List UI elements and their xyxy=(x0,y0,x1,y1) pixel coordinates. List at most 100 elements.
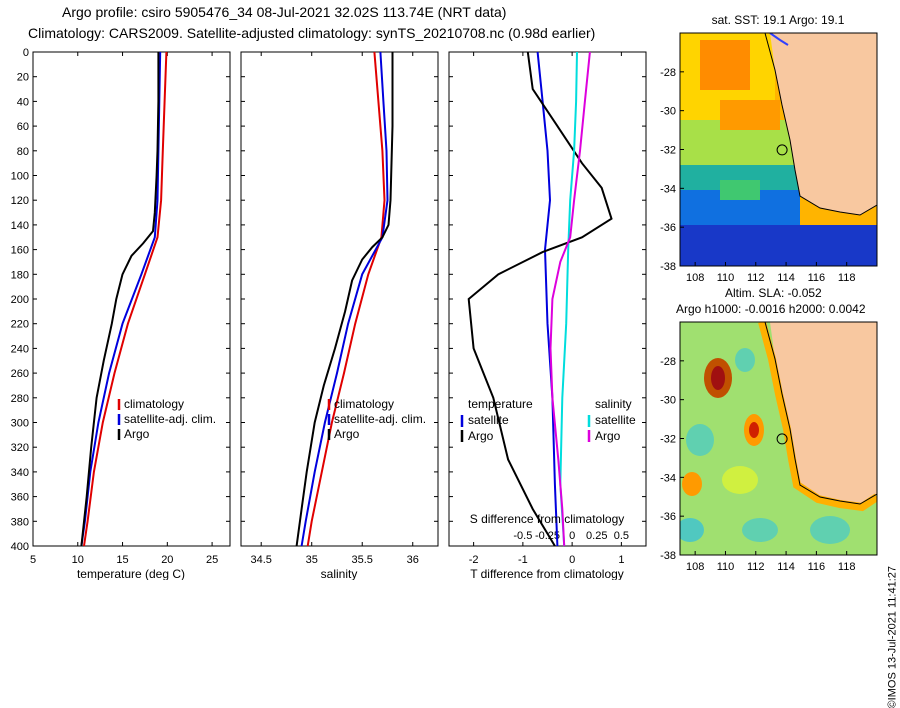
s-tick-label: 0 xyxy=(569,530,575,542)
sst-map-x-ticks: 108 110 112 114 116 118 xyxy=(686,262,855,284)
map-x-tick-label: 118 xyxy=(838,272,856,284)
x-tick-label: 0 xyxy=(569,554,575,566)
legend-label-temp-satellite: satellite xyxy=(468,413,509,427)
sst-map-y-ticks: -28 -30 -32 -34 -36 -38 xyxy=(660,67,684,273)
x-tick-label: 34.5 xyxy=(250,554,271,566)
x-tick-label: 25 xyxy=(206,554,218,566)
map-y-tick-label: -38 xyxy=(660,550,676,562)
legend-label-climatology: climatology xyxy=(124,397,184,411)
legend-label-satellite: satellite-adj. clim. xyxy=(124,412,216,426)
x-tick-label: 36 xyxy=(407,554,419,566)
difference-lines xyxy=(467,51,613,547)
y-tick-label: 220 xyxy=(11,319,29,331)
legend-label-climatology: climatology xyxy=(334,397,394,411)
legend-label-satellite: satellite-adj. clim. xyxy=(334,412,426,426)
credit-timestamp: ©IMOS 13-Jul-2021 11:41:27 xyxy=(886,566,898,708)
y-tick-label: 80 xyxy=(17,146,29,158)
sla-map: Altim. SLA: -0.052 Argo h1000: -0.0016 h… xyxy=(660,286,878,573)
difference-s-ticks: -0.5 -0.25 0 0.25 0.5 xyxy=(513,530,629,542)
y-tick-label: 360 xyxy=(11,492,29,504)
legend-group-salinity: salinity xyxy=(595,397,632,411)
difference-t-xlabel: T difference from climatology xyxy=(470,567,624,580)
temperature-legend: climatology satellite-adj. clim. Argo xyxy=(117,397,216,441)
temperature-y-ticks: 0 20 40 60 80 100 120 140 160 180 200 220 240 260 280 3… xyxy=(11,47,230,553)
map-x-tick-label: 118 xyxy=(838,561,856,573)
s-tick-label: -0.5 xyxy=(513,530,532,542)
map-y-tick-label: -32 xyxy=(660,145,676,157)
map-x-tick-label: 110 xyxy=(717,561,735,573)
sst-map-profile-marker xyxy=(776,144,788,156)
sla-map-image xyxy=(680,322,877,555)
s-tick-label: 0.5 xyxy=(614,530,629,542)
difference-legend: temperature satellite Argo salinity sate… xyxy=(460,397,636,443)
legend-label-sal-satellite: satellite xyxy=(595,413,636,427)
y-tick-label: 280 xyxy=(11,393,29,405)
legend-label-argo: Argo xyxy=(334,427,360,441)
legend-label-sal-argo: Argo xyxy=(595,429,621,443)
sst-map-image xyxy=(680,33,877,266)
y-tick-label: 300 xyxy=(11,418,29,430)
y-tick-label: 380 xyxy=(11,516,29,528)
difference-panel: -2 -1 0 1 -0.5 -0.25 0 0.25 0.5 T difference fr… xyxy=(448,51,647,580)
series-line-climatology xyxy=(306,51,386,547)
map-y-tick-label: -30 xyxy=(660,106,676,118)
map-y-tick-label: -34 xyxy=(660,183,676,195)
series-line-satellite-adj-clim- xyxy=(300,51,389,547)
map-x-tick-label: 114 xyxy=(777,272,795,284)
sla-map-x-ticks: 108 110 112 114 116 118 xyxy=(686,551,855,573)
series-line-argo xyxy=(80,52,160,547)
figure-title-line-2: Climatology: CARS2009. Satellite-adjuste… xyxy=(28,25,596,41)
x-tick-label: -1 xyxy=(518,554,528,566)
legend-group-temperature: temperature xyxy=(468,397,533,411)
map-x-tick-label: 114 xyxy=(777,561,795,573)
series-line-temperature-satellite xyxy=(536,51,559,547)
y-tick-label: 60 xyxy=(17,121,29,133)
salinity-xlabel: salinity xyxy=(321,567,358,580)
y-tick-label: 40 xyxy=(17,96,29,108)
x-tick-label: -2 xyxy=(469,554,479,566)
y-tick-label: 200 xyxy=(11,294,29,306)
x-tick-label: 15 xyxy=(116,554,128,566)
legend-label-argo: Argo xyxy=(124,427,150,441)
difference-x-ticks: -2 -1 0 1 xyxy=(469,52,624,566)
series-line-salinity-satellite xyxy=(559,51,578,547)
temperature-panel: 0 20 40 60 80 100 120 140 160 180 200 220 240 260 280 3… xyxy=(11,47,231,580)
figure-title-line-1: Argo profile: csiro 5905476_34 08-Jul-20… xyxy=(62,4,507,20)
x-tick-label: 35.5 xyxy=(352,554,373,566)
series-line-argo xyxy=(295,52,394,547)
sla-map-profile-marker xyxy=(776,433,788,445)
temperature-xlabel: temperature (deg C) xyxy=(77,567,185,580)
x-tick-label: 1 xyxy=(618,554,624,566)
map-y-tick-label: -28 xyxy=(660,356,676,368)
y-tick-label: 100 xyxy=(11,171,29,183)
sla-map-y-ticks: -28 -30 -32 -34 -36 -38 xyxy=(660,356,684,562)
map-x-tick-label: 108 xyxy=(686,561,704,573)
y-tick-label: 260 xyxy=(11,368,29,380)
sst-map-title: sat. SST: 19.1 Argo: 19.1 xyxy=(712,13,845,27)
sst-map: sat. SST: 19.1 Argo: 19.1 108 110 112 114 11… xyxy=(660,13,878,284)
y-tick-label: 340 xyxy=(11,467,29,479)
salinity-y-ticks xyxy=(241,51,438,547)
series-line-temperature-argo xyxy=(467,51,613,547)
map-x-tick-label: 108 xyxy=(686,272,704,284)
map-y-tick-label: -32 xyxy=(660,434,676,446)
y-tick-label: 180 xyxy=(11,269,29,281)
map-x-tick-label: 116 xyxy=(808,272,826,284)
x-tick-label: 5 xyxy=(30,554,36,566)
s-tick-label: -0.25 xyxy=(535,530,560,542)
map-x-tick-label: 110 xyxy=(717,272,735,284)
x-tick-label: 10 xyxy=(72,554,84,566)
difference-s-xlabel: S difference from climatology xyxy=(470,512,625,526)
s-tick-label: 0.25 xyxy=(586,530,607,542)
salinity-lines xyxy=(295,51,394,547)
y-tick-label: 320 xyxy=(11,442,29,454)
temperature-x-ticks: 5 10 15 20 25 xyxy=(30,52,218,566)
sla-map-subtitle: Argo h1000: -0.0016 h2000: 0.0042 xyxy=(676,302,866,316)
map-y-tick-label: -34 xyxy=(660,472,676,484)
salinity-legend: climatology satellite-adj. clim. Argo xyxy=(327,397,426,441)
y-tick-label: 160 xyxy=(11,245,29,257)
map-y-tick-label: -28 xyxy=(660,67,676,79)
salinity-x-ticks: 34.5 35 35.5 36 xyxy=(250,52,419,566)
series-line-climatology xyxy=(83,51,168,547)
y-tick-label: 140 xyxy=(11,220,29,232)
